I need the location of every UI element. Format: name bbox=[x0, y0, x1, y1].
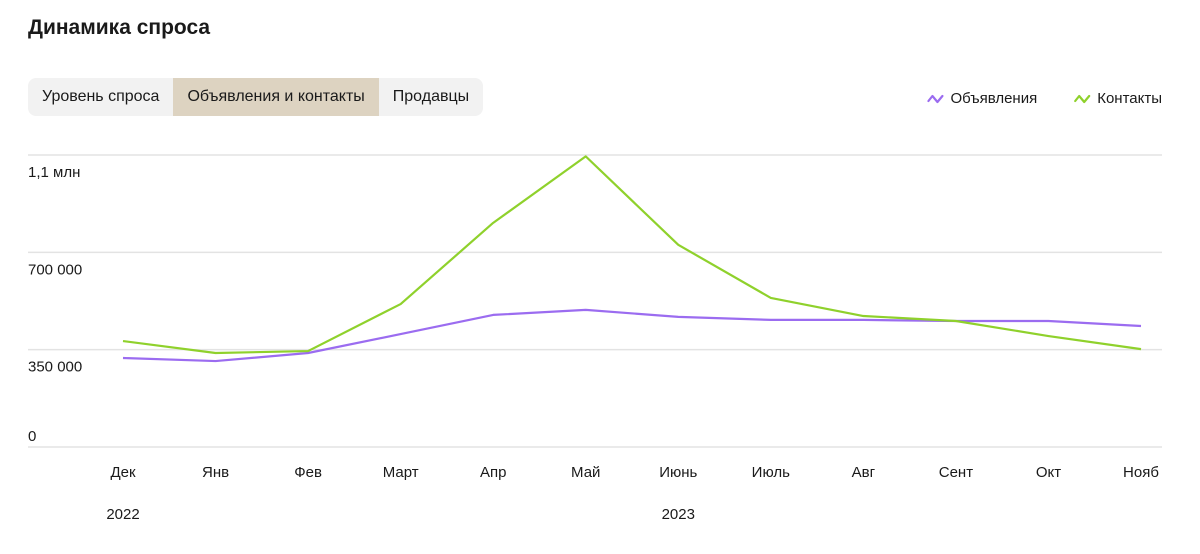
y-tick-label: 700 000 bbox=[28, 261, 82, 278]
legend-icon bbox=[1074, 94, 1091, 104]
tab[interactable]: Продавцы bbox=[379, 78, 483, 116]
x-group-label: 2023 bbox=[662, 506, 695, 523]
legend-label: Объявления bbox=[950, 90, 1037, 107]
x-tick-label: Апр bbox=[480, 464, 506, 481]
y-tick-label: 350 000 bbox=[28, 359, 82, 376]
x-group-label: 2022 bbox=[106, 506, 139, 523]
series-line bbox=[122, 308, 1142, 363]
legend-icon bbox=[927, 94, 944, 104]
x-tick-label: Нояб bbox=[1123, 464, 1159, 481]
y-tick-label: 0 bbox=[28, 428, 36, 445]
x-tick-label: Май bbox=[571, 464, 600, 481]
tab[interactable]: Уровень спроса bbox=[28, 78, 173, 116]
x-tick-label: Янв bbox=[202, 464, 229, 481]
x-tick-label: Март bbox=[383, 464, 419, 481]
legend-label: Контакты bbox=[1097, 90, 1162, 107]
y-tick-label: 1,1 млн bbox=[28, 164, 80, 181]
tab-bar: Уровень спроса Объявления и контакты Прода… bbox=[28, 78, 484, 116]
x-tick-label: Окт bbox=[1036, 464, 1061, 481]
x-tick-label: Фев bbox=[294, 464, 322, 481]
legend-item[interactable]: Контакты bbox=[1074, 90, 1162, 107]
x-tick-label: Июнь bbox=[659, 464, 697, 481]
x-tick-label: Авг bbox=[852, 464, 876, 481]
page-title: Динамика спроса bbox=[28, 16, 211, 39]
legend-item[interactable]: Объявления bbox=[927, 90, 1037, 107]
x-tick-label: Дек bbox=[110, 464, 136, 481]
x-tick-label: Сент bbox=[939, 464, 973, 481]
x-tick-label: Июль bbox=[752, 464, 790, 481]
series-line bbox=[122, 155, 1142, 355]
tab[interactable]: Объявления и контакты bbox=[173, 78, 379, 116]
